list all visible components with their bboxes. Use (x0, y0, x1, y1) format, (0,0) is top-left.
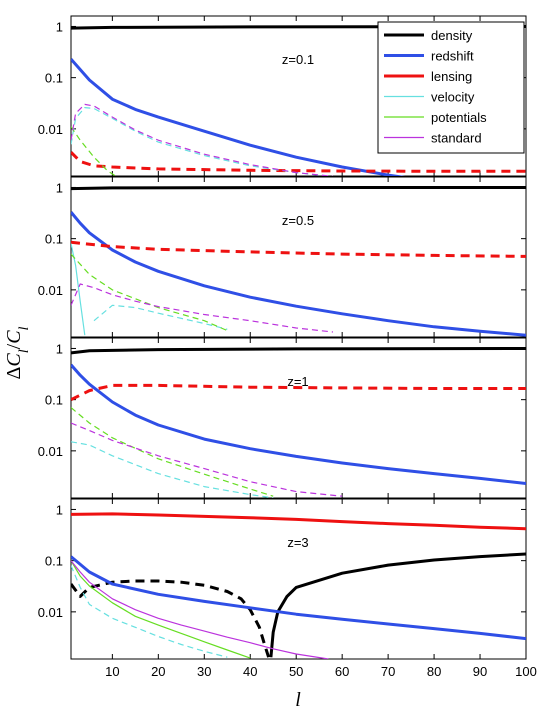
series-line-velocity (71, 107, 329, 176)
legend: density redshift lensing velocity potentials… (377, 21, 525, 154)
series-group (71, 186, 526, 337)
series-line-potentials (71, 560, 251, 659)
x-tick-label: 30 (197, 664, 211, 679)
series-line-velocity (93, 304, 228, 330)
series-line-velocity (71, 243, 86, 336)
x-tick-label: 60 (335, 664, 349, 679)
panel-label: z=1 (287, 374, 308, 389)
series-line-density (71, 579, 271, 658)
legend-label-velocity: velocity (431, 90, 475, 105)
series-line-redshift (71, 211, 526, 337)
series-line-standard (71, 283, 334, 333)
y-tick-label: 1 (56, 341, 63, 356)
series-line-potentials (71, 253, 228, 332)
series-line-velocity (71, 441, 274, 498)
y-tick-label: 1 (56, 180, 63, 195)
legend-box (377, 21, 525, 154)
y-tick-label: 1 (56, 19, 63, 34)
series-group (71, 512, 526, 659)
x-axis-label: l (295, 689, 301, 711)
series-line-density (269, 552, 526, 658)
x-tick-label: 80 (427, 664, 441, 679)
series-line-density (71, 347, 526, 355)
series-line-redshift (71, 363, 526, 485)
panels-layer: 0.010.11z=0.10.010.11z=0.50.010.11z=10.0… (38, 15, 537, 679)
panel-2: 0.01 0.1 1 z=0.5 (38, 176, 527, 338)
y-tick-label: 0.1 (45, 232, 63, 247)
y-tick-label: 0.01 (38, 283, 63, 298)
y-tick-label: 0.1 (45, 554, 63, 569)
series-group (71, 347, 526, 498)
x-tick-label: 100 (515, 664, 537, 679)
series-line-standard (71, 560, 329, 659)
panel-frame (70, 337, 527, 499)
series-line-potentials (71, 126, 117, 176)
panel-frame (70, 176, 527, 338)
panel-1: 0.01 0.1 1 z=0.1 (38, 15, 527, 177)
series-line-lensing (71, 240, 526, 258)
legend-label-standard: standard (431, 131, 482, 146)
series-line-velocity (71, 565, 228, 658)
y-tick-label: 0.1 (45, 393, 63, 408)
legend-label-lensing: lensing (431, 69, 472, 84)
y-tick-label: 0.01 (38, 122, 63, 137)
y-tick-label: 0.01 (38, 605, 63, 620)
series-line-lensing (71, 151, 526, 173)
series-line-redshift (71, 555, 526, 641)
y-axis-label: ΔCl/Cl (3, 326, 32, 379)
panel-frame (70, 498, 527, 660)
y-tick-label: 1 (56, 502, 63, 517)
y-tick-label: 0.01 (38, 444, 63, 459)
panel-label: z=0.1 (282, 52, 314, 67)
x-tick-label: 90 (473, 664, 487, 679)
series-line-density (71, 186, 526, 191)
x-tick-label: 20 (151, 664, 165, 679)
panel-label: z=0.5 (282, 213, 314, 228)
x-tick-label: 40 (243, 664, 257, 679)
x-tick-label: 10 (105, 664, 119, 679)
y-tick-label: 0.1 (45, 71, 63, 86)
x-tick-label: 50 (289, 664, 303, 679)
series-line-lensing (71, 512, 526, 531)
series-line-standard (71, 103, 334, 176)
series-line-potentials (71, 407, 274, 497)
x-tick-label: 70 (381, 664, 395, 679)
panel-3: 0.01 0.1 1 z=1 (38, 337, 527, 499)
legend-label-redshift: redshift (431, 49, 474, 64)
panel-4: 0.01 0.1 1 10 20 30 40 50 60 70 80 90 100 z=3 (38, 498, 537, 679)
series-line-standard (71, 422, 343, 497)
panel-label: z=3 (287, 535, 308, 550)
series-group (71, 25, 526, 176)
legend-label-potentials: potentials (431, 110, 487, 125)
series-line-redshift (71, 58, 406, 176)
panel-frame (70, 15, 527, 177)
legend-label-density: density (431, 28, 473, 43)
series-line-lensing (71, 383, 526, 402)
